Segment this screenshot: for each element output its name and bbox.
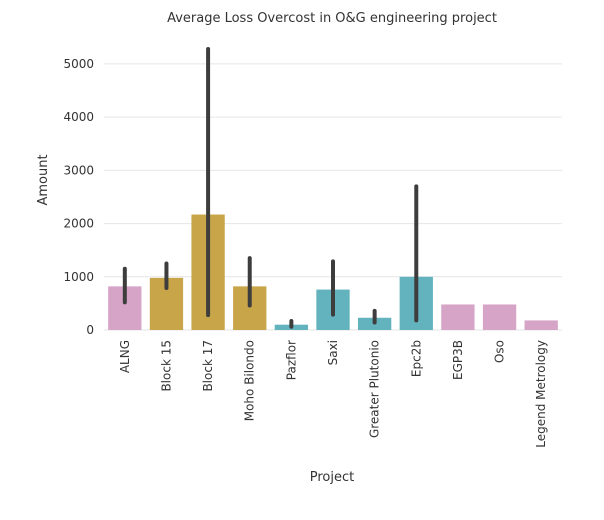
x-tick-label: Epc2b — [409, 340, 423, 377]
y-axis-ticks: 0 1000 2000 3000 4000 5000 — [63, 57, 94, 337]
x-tick-label: EGP3B — [451, 340, 465, 380]
y-tick-label: 0 — [86, 323, 94, 337]
chart-title: Average Loss Overcost in O&G engineering… — [167, 11, 497, 26]
x-tick-label: Oso — [493, 340, 507, 363]
x-axis-label: Project — [310, 470, 354, 485]
y-tick-label: 5000 — [63, 57, 94, 71]
x-tick-label: Saxi — [326, 340, 340, 365]
x-tick-label: Legend Metrology — [534, 340, 548, 448]
bar — [441, 304, 475, 330]
error-bars — [122, 47, 419, 329]
x-axis-ticks: ALNG Block 15 Block 17 Moho Bilondo Pazflor S… — [118, 340, 548, 448]
y-axis-label: Amount — [36, 154, 51, 205]
y-tick-label: 1000 — [63, 270, 94, 284]
y-tick-label: 4000 — [63, 110, 94, 124]
x-tick-label: Greater Plutonio — [368, 340, 382, 438]
bar — [524, 320, 558, 330]
y-tick-label: 3000 — [63, 163, 94, 177]
x-tick-label: Block 17 — [201, 340, 215, 392]
x-tick-label: ALNG — [118, 340, 132, 373]
x-tick-label: Moho Bilondo — [243, 340, 257, 421]
x-tick-label: Pazflor — [284, 340, 298, 380]
x-tick-label: Block 15 — [159, 340, 173, 392]
bar — [482, 304, 517, 330]
y-tick-label: 2000 — [63, 217, 94, 231]
